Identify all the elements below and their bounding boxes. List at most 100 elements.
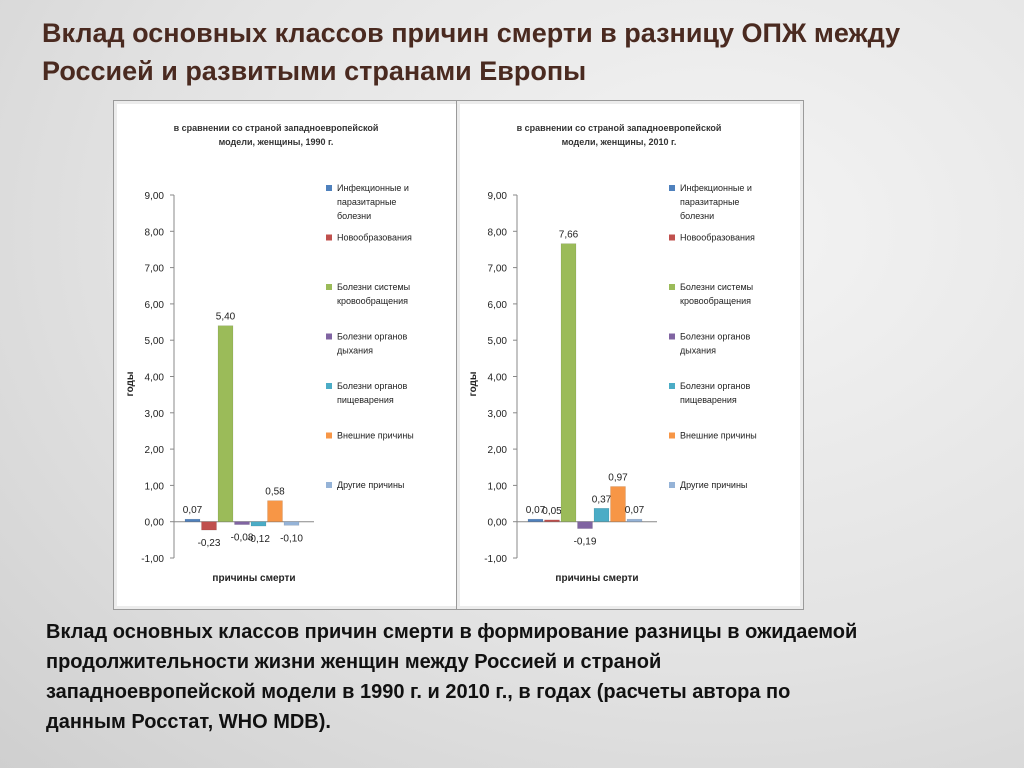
bar-4: [234, 521, 250, 525]
legend-label: Новообразования: [680, 233, 755, 243]
y-tick-label: 8,00: [145, 227, 165, 238]
chart-panel-1990: в сравнении со страной западноевропейско…: [113, 100, 461, 610]
data-label: 0,97: [608, 472, 628, 483]
legend-swatch-1: [326, 185, 332, 191]
caption-line-2: продолжительности жизни женщин между Рос…: [46, 651, 662, 673]
data-label: 0,07: [625, 505, 645, 516]
chart-title-line: модели, женщины, 1990 г.: [219, 137, 334, 147]
legend-label: Болезни системы: [337, 282, 410, 292]
data-label: 5,40: [216, 312, 236, 323]
figure-caption: Вклад основных классов причин смерти в ф…: [46, 617, 986, 737]
legend-swatch-2: [669, 234, 675, 241]
legend-label: Болезни органов: [680, 381, 750, 391]
data-label: 7,66: [559, 230, 579, 241]
y-tick-label: 6,00: [488, 300, 508, 311]
y-tick-label: 9,00: [488, 191, 508, 202]
y-tick-label: 9,00: [145, 191, 165, 202]
legend-label: Другие причины: [680, 480, 747, 490]
legend-label: Новообразования: [337, 233, 412, 243]
bar-3: [217, 325, 234, 522]
bar-1: [527, 518, 544, 522]
legend-label: кровообращения: [337, 296, 408, 306]
data-label: -0,08: [231, 533, 254, 544]
legend-swatch-7: [326, 482, 332, 488]
chart-title-line: в сравнении со страной западноевропейско…: [174, 123, 379, 133]
legend-swatch-2: [326, 234, 332, 241]
y-tick-label: -1,00: [141, 554, 164, 565]
caption-line-1: Вклад основных классов причин смерти в ф…: [46, 621, 858, 643]
bar-2: [201, 521, 217, 531]
legend-swatch-6: [326, 432, 332, 439]
bar-7: [626, 518, 643, 522]
x-axis-label: причины смерти: [555, 573, 638, 584]
chart-panel-2010: в сравнении со страной западноевропейско…: [456, 100, 804, 610]
bar-5: [250, 521, 267, 527]
bar-3: [560, 243, 577, 522]
y-tick-label: 7,00: [488, 264, 508, 275]
data-label: -0,10: [280, 533, 303, 544]
bar-2: [544, 519, 560, 522]
page-title-line-2: Россией и развитыми странами Европы: [42, 56, 587, 86]
data-label: 0,37: [592, 494, 612, 505]
y-tick-label: 6,00: [145, 300, 165, 311]
y-tick-label: -1,00: [484, 554, 507, 565]
legend-label: пищеварения: [680, 395, 737, 405]
y-tick-label: 3,00: [488, 409, 508, 420]
y-tick-label: 4,00: [145, 373, 165, 384]
y-tick-label: 0,00: [145, 518, 165, 529]
legend-label: Внешние причины: [337, 431, 414, 441]
legend-swatch-6: [669, 432, 675, 439]
legend-label: Болезни органов: [337, 332, 407, 342]
legend-label: паразитарные: [680, 197, 739, 207]
data-label: 0,07: [526, 505, 546, 516]
legend-swatch-3: [326, 284, 332, 290]
data-label: -0,19: [574, 537, 597, 548]
y-tick-label: 5,00: [145, 336, 165, 347]
legend-label: болезни: [680, 211, 714, 221]
legend-label: болезни: [337, 211, 371, 221]
legend-label: Болезни органов: [680, 332, 750, 342]
legend-label: Внешние причины: [680, 431, 757, 441]
legend-label: дыхания: [680, 346, 716, 356]
data-label: 0,05: [542, 506, 562, 517]
bar-6: [610, 486, 626, 522]
data-label: -0,12: [247, 534, 270, 545]
legend-label: Инфекционные и: [337, 183, 409, 193]
caption-line-3: западноевропейской модели в 1990 г. и 20…: [46, 681, 791, 703]
bar-1: [184, 518, 201, 522]
legend-label: пищеварения: [337, 395, 394, 405]
legend-label: Болезни органов: [337, 381, 407, 391]
y-tick-label: 8,00: [488, 227, 508, 238]
y-tick-label: 0,00: [488, 518, 508, 529]
chart-title-line: модели, женщины, 2010 г.: [562, 137, 677, 147]
legend-swatch-7: [669, 482, 675, 488]
legend-swatch-1: [669, 185, 675, 191]
data-label: 0,58: [265, 487, 285, 498]
y-tick-label: 5,00: [488, 336, 508, 347]
legend-swatch-4: [326, 333, 332, 340]
y-tick-label: 1,00: [488, 481, 508, 492]
legend-label: кровообращения: [680, 296, 751, 306]
y-tick-label: 2,00: [488, 445, 508, 456]
data-label: -0,23: [198, 538, 221, 549]
y-tick-label: 7,00: [145, 264, 165, 275]
legend-label: Болезни системы: [680, 282, 753, 292]
legend-label: паразитарные: [337, 197, 396, 207]
caption-line-4: данным Росстат, WHO MDB).: [46, 711, 331, 733]
x-axis-label: причины смерти: [212, 573, 295, 584]
page-title-line-1: Вклад основных классов причин смерти в р…: [42, 18, 901, 48]
bar-7: [283, 521, 300, 526]
y-axis-label: годы: [125, 372, 136, 397]
bar-5: [593, 508, 610, 522]
y-tick-label: 1,00: [145, 481, 165, 492]
legend-label: Инфекционные и: [680, 183, 752, 193]
legend-label: Другие причины: [337, 480, 404, 490]
y-tick-label: 3,00: [145, 409, 165, 420]
y-axis-label: годы: [468, 372, 479, 397]
legend-swatch-4: [669, 333, 675, 340]
legend-swatch-5: [669, 383, 675, 389]
bar-4: [577, 521, 593, 529]
chart-1990: в сравнении со страной западноевропейско…: [125, 123, 414, 584]
legend-swatch-3: [669, 284, 675, 290]
chart-title-line: в сравнении со страной западноевропейско…: [517, 123, 722, 133]
